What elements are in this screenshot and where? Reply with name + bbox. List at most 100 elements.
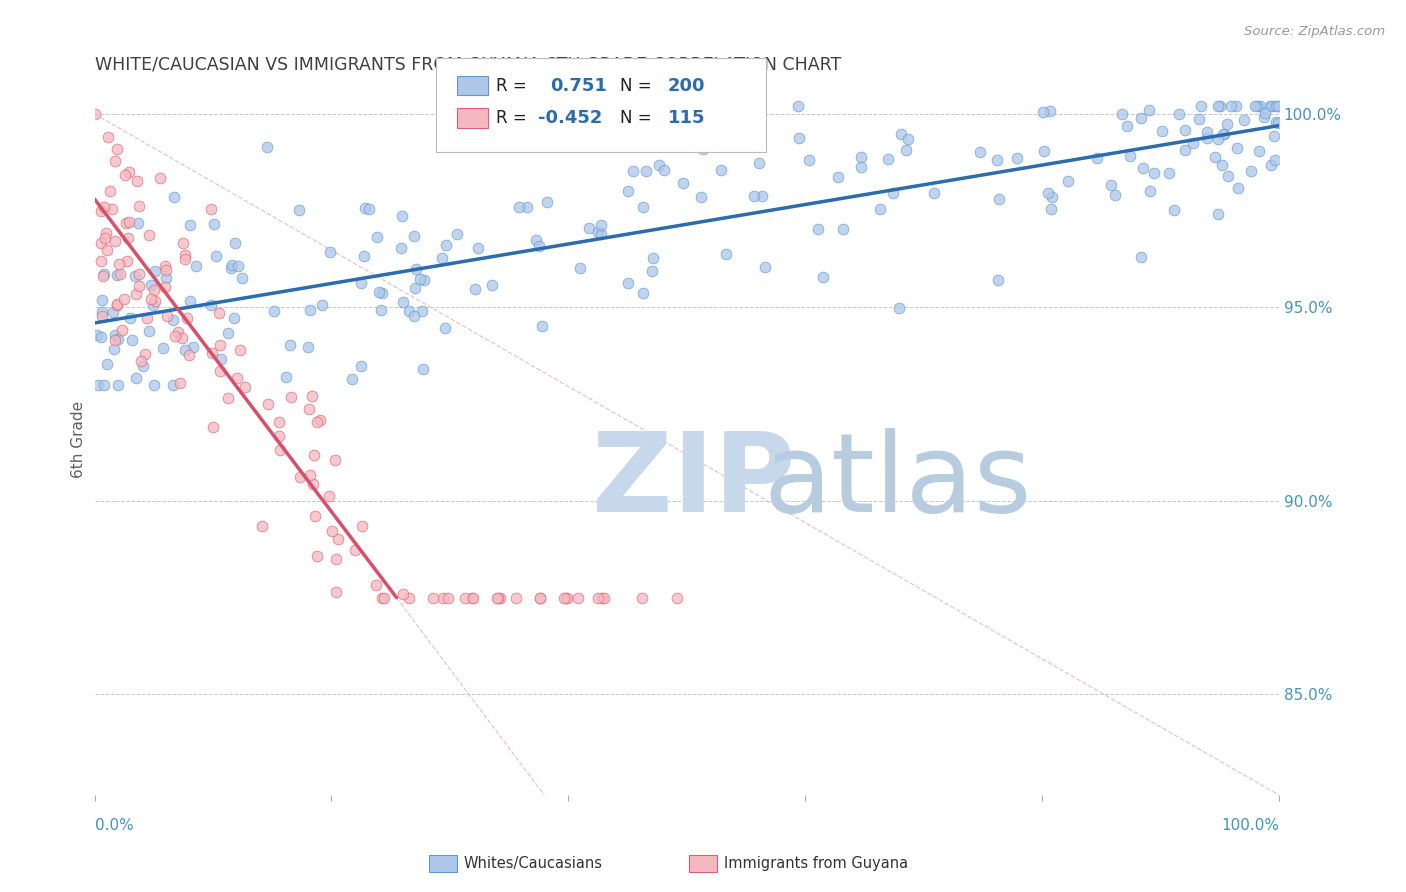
Point: [1206, 132, 1229, 146]
Point: [1264, 99, 1286, 113]
Point: [269, 429, 291, 443]
Point: [86, 328, 108, 343]
Point: [350, 359, 373, 373]
Point: [250, 519, 273, 533]
Point: [366, 230, 388, 244]
Point: [142, 377, 165, 392]
Text: N =: N =: [620, 77, 651, 95]
Point: [115, 216, 138, 230]
Point: [1260, 158, 1282, 172]
Point: [301, 388, 323, 402]
Point: [142, 283, 165, 297]
Point: [692, 142, 714, 156]
Point: [184, 259, 207, 273]
Point: [531, 319, 554, 334]
Point: [221, 258, 243, 272]
Point: [404, 309, 426, 323]
Point: [256, 140, 278, 154]
Point: [636, 163, 658, 178]
Text: N =: N =: [620, 109, 651, 127]
Point: [298, 402, 321, 417]
Point: [120, 310, 142, 325]
Point: [201, 345, 224, 359]
Point: [986, 153, 1008, 167]
Point: [797, 153, 820, 167]
Point: [832, 222, 855, 236]
Point: [107, 377, 129, 392]
Point: [350, 276, 373, 290]
Point: [464, 282, 486, 296]
Point: [1139, 184, 1161, 198]
Point: [922, 186, 945, 201]
Point: [93, 267, 115, 281]
Point: [623, 164, 645, 178]
Point: [745, 115, 768, 129]
Point: [591, 227, 613, 242]
Point: [118, 165, 141, 179]
Point: [1163, 202, 1185, 217]
Point: [896, 143, 918, 157]
Point: [742, 188, 765, 202]
Point: [1267, 116, 1289, 130]
Point: [96, 357, 118, 371]
Point: [263, 304, 285, 318]
Point: [666, 591, 689, 605]
Point: [138, 228, 160, 243]
Point: [489, 591, 512, 605]
Point: [1244, 99, 1267, 113]
Point: [302, 449, 325, 463]
Point: [305, 549, 328, 563]
Point: [1247, 144, 1270, 158]
Point: [353, 249, 375, 263]
Point: [1211, 158, 1233, 172]
Point: [751, 189, 773, 203]
Point: [352, 519, 374, 533]
Point: [127, 216, 149, 230]
Point: [127, 174, 149, 188]
Point: [93, 200, 115, 214]
Point: [166, 325, 188, 339]
Point: [591, 591, 613, 605]
Point: [434, 238, 457, 252]
Point: [1233, 113, 1256, 128]
Text: R =: R =: [496, 109, 527, 127]
Point: [163, 190, 186, 204]
Point: [882, 186, 904, 200]
Point: [155, 262, 177, 277]
Point: [114, 168, 136, 182]
Point: [1007, 152, 1029, 166]
Point: [1226, 141, 1249, 155]
Point: [371, 286, 394, 301]
Point: [107, 257, 129, 271]
Point: [176, 310, 198, 325]
Point: [389, 242, 412, 256]
Point: [299, 468, 322, 483]
Point: [631, 591, 654, 605]
Point: [987, 192, 1010, 206]
Point: [1267, 99, 1289, 113]
Point: [104, 234, 127, 248]
Point: [321, 524, 343, 538]
Point: [269, 443, 291, 458]
Point: [754, 260, 776, 274]
Point: [153, 259, 176, 273]
Text: Source: ZipAtlas.com: Source: ZipAtlas.com: [1244, 25, 1385, 38]
Text: ZIP: ZIP: [592, 428, 796, 535]
Point: [524, 233, 547, 247]
Point: [1129, 250, 1152, 264]
Point: [1132, 161, 1154, 175]
Point: [91, 305, 114, 319]
Point: [641, 251, 664, 265]
Point: [586, 591, 609, 605]
Point: [108, 267, 131, 281]
Point: [129, 353, 152, 368]
Point: [391, 587, 413, 601]
Point: [529, 591, 551, 605]
Point: [288, 470, 311, 484]
Point: [100, 184, 122, 198]
Point: [1182, 136, 1205, 150]
Point: [617, 184, 640, 198]
Point: [1099, 178, 1122, 193]
Point: [1119, 149, 1142, 163]
Point: [101, 305, 124, 319]
